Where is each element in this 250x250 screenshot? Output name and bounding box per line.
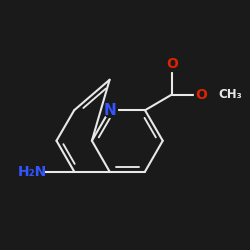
Text: N: N bbox=[103, 103, 116, 118]
Text: CH₃: CH₃ bbox=[219, 88, 242, 101]
Text: O: O bbox=[195, 88, 207, 102]
Text: H₂N: H₂N bbox=[18, 164, 47, 178]
Text: O: O bbox=[166, 57, 178, 71]
